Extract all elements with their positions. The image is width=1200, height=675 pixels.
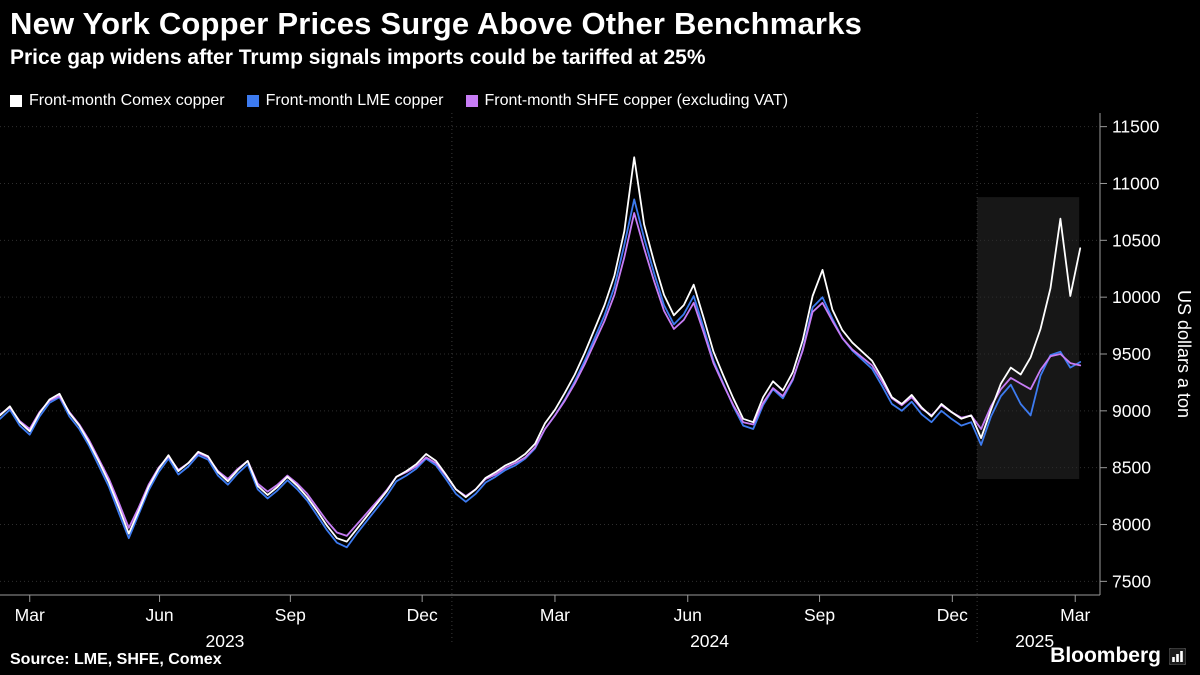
legend-item-lme: Front-month LME copper: [246, 92, 444, 110]
legend-label-lme: Front-month LME copper: [265, 92, 444, 109]
chart-area: 7500 8000 8500 9000 9500 10000 10500 11000 11500…: [0, 113, 1200, 660]
svg-text:10000: 10000: [1112, 287, 1161, 307]
legend-swatch-lme: [246, 95, 259, 107]
bloomberg-logo: Bloomberg: [1050, 644, 1186, 668]
svg-text:Dec: Dec: [937, 605, 968, 625]
svg-text:Dec: Dec: [407, 605, 438, 625]
legend-swatch-comex: [10, 95, 22, 107]
svg-text:Mar: Mar: [1060, 605, 1090, 625]
svg-text:10500: 10500: [1112, 230, 1161, 250]
source-note: Source: LME, SHFE, Comex: [10, 651, 222, 668]
y-axis-title: US dollars a ton: [1174, 289, 1194, 419]
svg-text:Sep: Sep: [804, 605, 835, 625]
bloomberg-logo-text: Bloomberg: [1050, 644, 1161, 667]
svg-text:8500: 8500: [1112, 458, 1151, 478]
legend-item-comex: Front-month Comex copper: [10, 92, 225, 110]
svg-text:Sep: Sep: [275, 605, 306, 625]
legend-label-comex: Front-month Comex copper: [29, 92, 225, 109]
svg-text:7500: 7500: [1112, 571, 1151, 591]
svg-text:2024: 2024: [690, 631, 729, 651]
legend-label-shfe: Front-month SHFE copper (excluding VAT): [484, 92, 789, 109]
svg-text:11500: 11500: [1112, 117, 1160, 137]
svg-text:2025: 2025: [1015, 631, 1054, 651]
chart-title: New York Copper Prices Surge Above Other…: [10, 6, 863, 41]
svg-text:11000: 11000: [1112, 173, 1160, 193]
svg-text:Mar: Mar: [540, 605, 570, 625]
legend-swatch-shfe: [465, 95, 478, 107]
svg-text:9500: 9500: [1112, 344, 1151, 364]
chart-subtitle: Price gap widens after Trump signals imp…: [10, 45, 706, 69]
svg-text:9000: 9000: [1112, 401, 1151, 421]
chart-canvas: 7500 8000 8500 9000 9500 10000 10500 11000 11500…: [0, 113, 1161, 651]
svg-text:2023: 2023: [205, 631, 244, 651]
svg-text:Jun: Jun: [674, 605, 702, 625]
svg-text:8000: 8000: [1112, 515, 1151, 535]
chart-header: New York Copper Prices Surge Above Other…: [10, 6, 862, 70]
svg-text:Mar: Mar: [15, 605, 45, 625]
bloomberg-logo-icon: [1169, 647, 1186, 665]
legend-item-shfe: Front-month SHFE copper (excluding VAT): [465, 92, 789, 110]
chart-legend: Front-month Comex copper Front-month LME…: [10, 92, 788, 110]
svg-text:Jun: Jun: [145, 605, 173, 625]
